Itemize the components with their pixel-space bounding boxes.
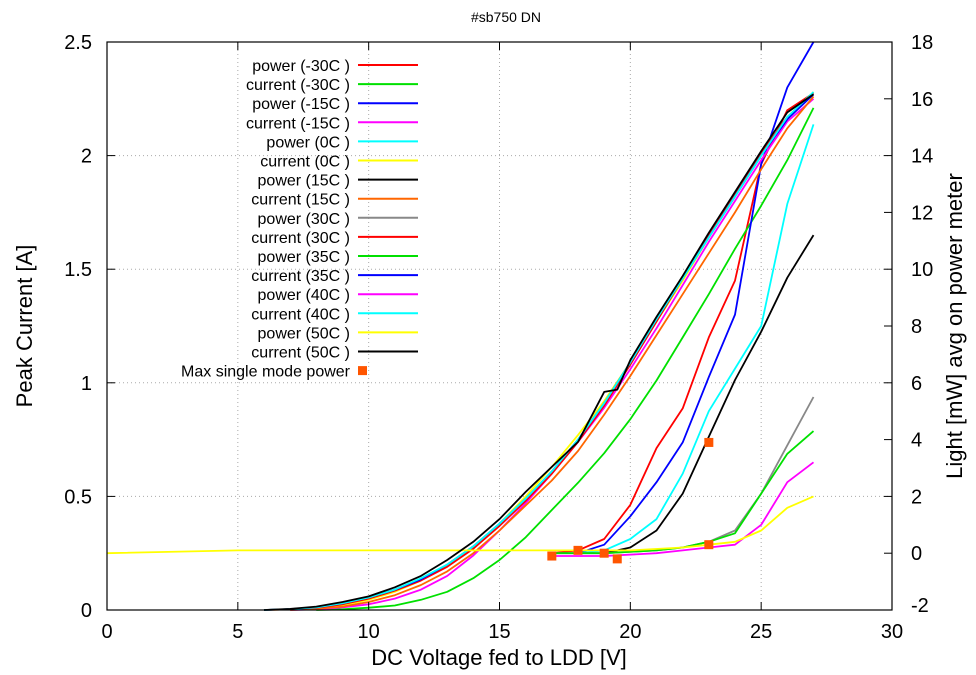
y-tick-label: 1.5 [64,259,92,281]
y2-tick-label: 12 [911,202,933,224]
max-single-mode-point [704,437,714,447]
legend-label: power (50C ) [258,325,350,342]
legend-label: power (40C ) [258,287,350,304]
series-line [290,95,815,611]
legend-label: power (-30C ) [252,58,350,75]
legend-label: current (30C ) [251,230,350,247]
y2-tick-label: 0 [911,543,922,565]
legend-label: power (0C ) [266,134,350,151]
x-tick-label: 5 [232,621,243,643]
x-tick-label: 15 [488,621,510,643]
y2-tick-label: 8 [911,316,922,338]
series-line [263,93,815,611]
y2-tick-label: 4 [911,430,922,452]
y2-tick-label: 10 [911,259,933,281]
series-layer [106,41,815,611]
series-line [577,124,815,555]
y2-tick-label: 14 [911,146,933,168]
legend-label: current (40C ) [251,306,350,323]
max-single-mode-point [599,548,609,558]
legend-label: power (35C ) [258,249,350,266]
x-tick-label: 20 [619,621,641,643]
legend-label: power (-15C ) [252,96,350,113]
legend: power (-30C ) current (-30C ) power (-15C … [181,58,418,381]
y-tick-label: 2 [81,146,92,168]
y-axis-label: Peak Current [A] [12,245,37,408]
x-tick-label: 10 [358,621,380,643]
x-tick-label: 30 [881,621,903,643]
y2-tick-label: 2 [911,486,922,508]
legend-label: current (35C ) [251,268,350,285]
y-tick-label: 0.5 [64,486,92,508]
legend-label: power (30C ) [258,211,350,228]
max-single-mode-point [704,540,714,550]
legend-label: current (-15C ) [246,115,350,132]
series-line [604,234,815,555]
y2-axis-label: Light [mW] avg on power meter [942,173,967,479]
max-single-mode-point [547,551,557,561]
legend-label: current (-30C ) [246,77,350,94]
legend-marker [358,366,367,376]
y2-tick-label: 6 [911,373,922,395]
y2-tick-label: 18 [911,32,933,54]
y2-tick-label: 16 [911,89,933,111]
series-line [263,91,815,611]
max-single-mode-point [612,554,622,564]
x-tick-label: 25 [750,621,772,643]
axis-ticks: 0 5 10 15 20 25 30 0 0.5 1 1.5 2 2.5 -2 0 2 4 6 8 10 12 14 16 1… [64,32,933,643]
legend-label: current (15C ) [251,192,350,209]
x-tick-label: 0 [101,621,112,643]
y-tick-label: 1 [81,373,92,395]
series-line [263,93,815,611]
legend-label: Max single mode power [181,364,351,381]
series-line [577,41,815,555]
x-axis-label: DC Voltage fed to LDD [V] [371,645,627,670]
y2-tick-label: -2 [911,595,929,617]
y-tick-label: 2.5 [64,32,92,54]
y-tick-label: 0 [81,600,92,622]
series-line [316,107,815,611]
series-line [106,495,814,555]
max-single-mode-point [573,545,583,555]
legend-label: current (50C ) [251,345,350,362]
legend-label: power (15C ) [258,173,350,190]
legend-label: current (0C ) [260,154,350,171]
chart-title: #sb750 DN [471,9,541,25]
